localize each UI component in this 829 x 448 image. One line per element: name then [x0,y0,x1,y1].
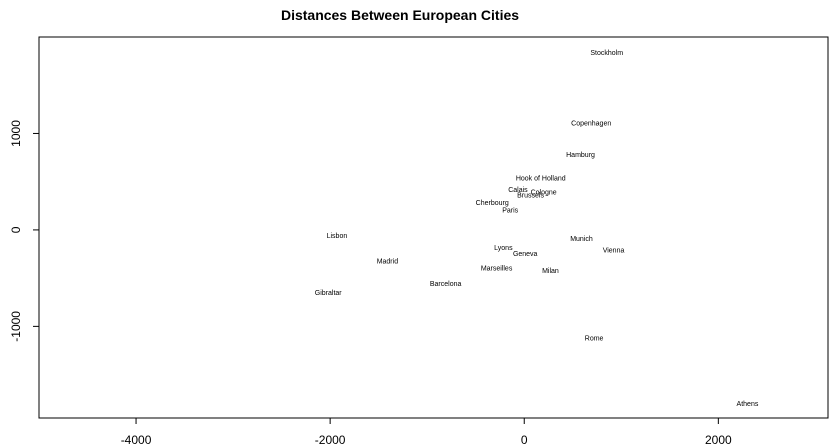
point-label: Hamburg [566,152,595,159]
point-label: Brussels [517,193,544,200]
point-label: Barcelona [430,281,462,288]
y-tick-label: 1000 [9,120,23,147]
point-label: Marseilles [481,266,513,273]
x-axis: -4000 -2000 0 2000 [121,418,732,447]
point-label: Calais [508,187,528,194]
x-tick-label: -4000 [121,433,152,447]
point-label: Gibraltar [315,290,343,297]
x-tick-label: 2000 [705,433,732,447]
chart-title: Distances Between European Cities [281,7,519,23]
y-axis: -1000 0 1000 [9,120,39,342]
point-label: Cologne [531,189,557,196]
point-label: Lisbon [327,233,348,240]
point-label: Stockholm [590,50,623,57]
plot-area [38,36,829,419]
data-points: Stockholm Copenhagen Hamburg Hook of Hollan… [315,50,759,408]
point-label: Milan [542,268,559,275]
point-label: Geneva [513,251,538,258]
x-tick-label: 0 [521,433,528,447]
point-label: Paris [502,208,518,215]
y-tick-label: 0 [9,226,23,233]
point-label: Athens [737,401,759,408]
point-label: Copenhagen [571,120,611,127]
point-label: Vienna [603,248,625,255]
point-label: Madrid [377,258,399,265]
point-label: Rome [585,335,604,342]
x-tick-label: -2000 [315,433,346,447]
point-label: Hook of Holland [516,175,566,182]
point-label: Munich [570,236,593,243]
y-tick-label: -1000 [9,311,23,342]
point-label: Cherbourg [476,200,509,207]
point-label: Lyons [494,245,513,252]
